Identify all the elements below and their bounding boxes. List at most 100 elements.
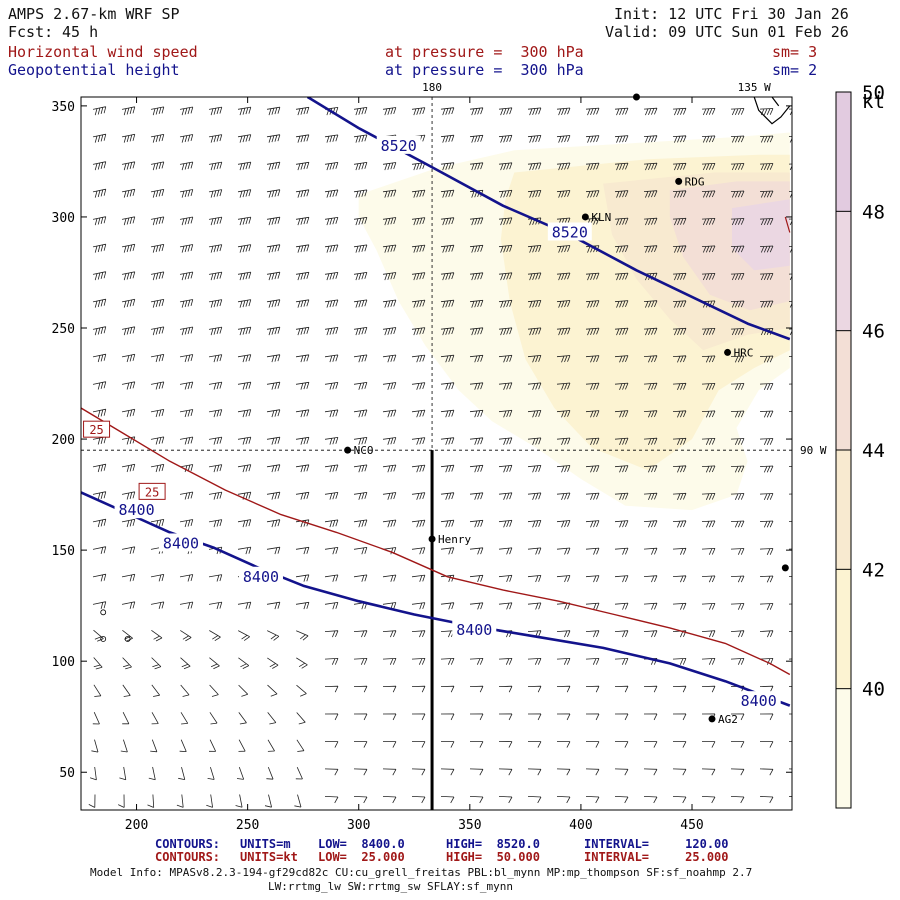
wind-barb-52 [150,161,165,171]
wind-barb-67 [585,162,600,171]
wind-barb-149 [788,246,792,253]
wind-barb-250 [92,381,107,390]
wind-barb-618 [614,768,629,776]
wind-barb-543 [614,685,629,693]
wind-barb-451 [121,601,136,610]
wind-barb-143 [614,245,629,253]
wind-barb-224 [788,328,792,336]
wind-barb-184 [353,299,368,308]
wind-barb-613 [469,768,484,776]
wind-barb-22 [730,108,745,116]
wind-barb-516 [556,658,571,665]
wind-barb-164 [498,272,513,281]
contour-8400-label-4: 8400 [741,692,777,710]
wind-barb-560 [382,713,397,721]
wind-barb-544 [643,685,658,693]
wind-barb-567 [585,713,600,721]
wind-barb-366 [556,492,571,500]
wind-barb-619 [643,768,658,776]
wind-barb-61 [411,162,426,171]
wind-barb-575 [91,739,99,753]
wind-barb-247 [730,355,745,363]
wind-barb-301 [121,436,136,445]
station-markers: NCO Henry KLN RDG HRC AG2 [100,93,789,726]
wind-barb-462 [440,602,455,610]
wind-barb-552 [151,712,159,725]
wind-barb-162 [440,272,455,281]
wind-barb-124 [788,218,792,226]
station-dot-RDG [675,177,683,185]
wind-barb-597 [730,741,745,748]
wind-barb-612 [440,768,455,776]
field2-name: Geopotential height [8,61,180,79]
coast-segment-2 [771,97,780,107]
colorbar-unit: kt [862,91,885,113]
wind-barb-20 [672,107,687,116]
wind-barb-192 [585,300,600,308]
wind-barb-157 [295,271,310,281]
wind-barb-426 [121,573,136,582]
wind-barb-258 [324,382,339,390]
wind-barb-331 [266,464,281,473]
wind-barb-419 [643,547,658,555]
wind-barb-356 [266,491,281,500]
wind-barb-139 [498,244,513,253]
wind-barb-358 [324,492,339,500]
wind-barb-235 [382,354,397,363]
wind-barb-97 [730,190,745,198]
wind-barb-185 [382,299,397,308]
station-label-AG2: AG2 [718,713,738,726]
wind-barb-333 [324,464,339,473]
wind-barb-374 [788,493,792,495]
wind-barb-425 [92,573,107,582]
station-dot-Henry [428,535,436,543]
wind-barb-524 [788,658,792,660]
wind-barb-440 [527,575,542,583]
wind-barb-517 [585,658,600,665]
wind-barb-70 [672,162,687,171]
wind-barb-391 [556,520,571,528]
colorbar-segment-4 [836,211,851,331]
wind-barb-589 [498,741,513,748]
coast-segment-1 [784,216,791,233]
wind-barb-207 [295,326,310,336]
wind-barb-354 [208,491,223,500]
contour-8520-label-1: 8520 [552,223,588,241]
wind-barb-603 [178,766,186,780]
wind-barb-206 [266,326,281,336]
wind-barb-581 [267,739,275,752]
wind-barb-89 [498,189,513,198]
wind-barb-110 [382,217,397,226]
wind-barb-534 [353,685,368,693]
wind-barb-565 [527,713,542,721]
wind-barb-525 [93,684,102,697]
wind-barb-302 [150,436,165,445]
wind-barb-563 [469,713,484,721]
wind-barb-508 [324,658,339,665]
wind-barb-522 [730,658,745,665]
wind-barb-314 [498,437,513,445]
wind-barb-377 [150,519,165,528]
wind-barb-175 [92,298,107,308]
wind-barb-268 [614,382,629,390]
wind-barb-465 [527,602,542,610]
wind-barb-379 [208,519,223,528]
wind-barb-351 [121,491,136,500]
station-dot-AG2 [708,715,716,723]
wind-barb-170 [672,272,687,281]
wind-speed-shading [358,132,790,511]
calm-marker-2 [124,636,131,642]
wind-barb-463 [469,602,484,610]
model-info-physics: LW:rrtmg_lw SW:rrtmg_sw SFLAY:sf_mynn [268,880,514,893]
wind-barb-225 [92,353,107,363]
wind-barb-39 [498,134,513,143]
wind-barb-311 [411,437,426,445]
wind-barb-9 [353,107,368,116]
wind-barb-515 [527,658,542,665]
wind-barb-58 [324,162,339,171]
wind-barb-361 [411,492,426,500]
wind-barb-122 [730,218,745,226]
wind-barb-389 [498,519,513,528]
wind-barb-586 [411,741,426,748]
